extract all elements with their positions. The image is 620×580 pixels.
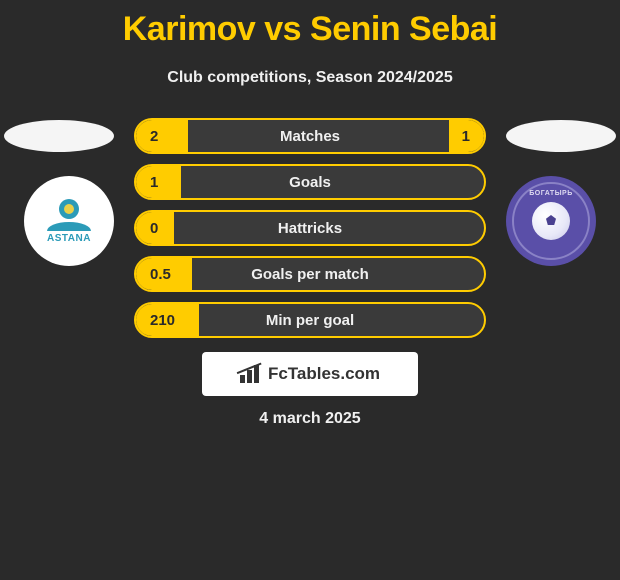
stat-label: Goals per match (136, 266, 484, 283)
stat-label: Goals (136, 174, 484, 191)
comparison-title: Karimov vs Senin Sebai (0, 0, 620, 49)
watermark: FcTables.com (202, 352, 418, 396)
stat-label: Hattricks (136, 220, 484, 237)
stat-label: Min per goal (136, 312, 484, 329)
stat-row: 0Hattricks (134, 210, 486, 246)
date-label: 4 march 2025 (0, 410, 620, 428)
right-team-badge: БОГАТЫРЬ (506, 176, 596, 266)
ball-icon (59, 199, 79, 219)
left-country-flag (4, 120, 114, 152)
stat-row: 21Matches (134, 118, 486, 154)
stat-row: 0.5Goals per match (134, 256, 486, 292)
right-country-flag (506, 120, 616, 152)
right-badge-arc-text: БОГАТЫРЬ (529, 190, 573, 197)
season-subtitle: Club competitions, Season 2024/2025 (0, 69, 620, 87)
left-badge-text: ASTANA (47, 233, 91, 244)
stat-row: 1Goals (134, 164, 486, 200)
soccer-ball-icon (532, 202, 570, 240)
swoosh-icon (47, 222, 91, 231)
stat-row: 210Min per goal (134, 302, 486, 338)
left-team-badge: ASTANA (24, 176, 114, 266)
stat-label: Matches (136, 128, 484, 145)
watermark-text: FcTables.com (268, 364, 380, 384)
stats-container: 21Matches 1Goals 0Hattricks 0.5Goals per ma… (134, 118, 486, 348)
chart-icon (240, 365, 262, 383)
